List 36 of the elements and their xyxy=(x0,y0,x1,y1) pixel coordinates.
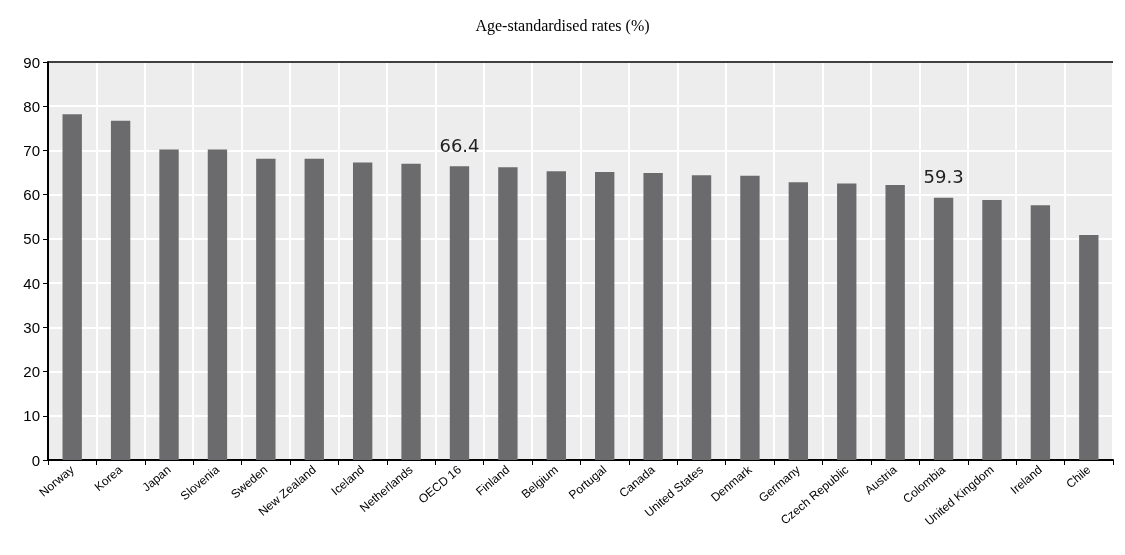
bar xyxy=(304,158,324,460)
bar xyxy=(1030,205,1051,460)
bar xyxy=(885,184,905,460)
bar xyxy=(1079,234,1099,460)
bar xyxy=(498,167,518,460)
y-tick-label: 30 xyxy=(23,318,40,336)
bar xyxy=(256,158,276,460)
bar xyxy=(643,173,663,460)
chart-title: Age-standardised rates (%) xyxy=(475,16,650,35)
y-tick-label: 40 xyxy=(23,274,40,292)
y-tick-label: 90 xyxy=(23,53,40,71)
bar xyxy=(982,199,1002,460)
y-tick-label: 60 xyxy=(23,186,40,204)
bar xyxy=(110,120,131,460)
x-tick-label: Chile xyxy=(1063,462,1094,491)
bar xyxy=(352,162,373,460)
y-tick-label: 20 xyxy=(23,363,40,381)
y-tick-label: 70 xyxy=(23,141,40,159)
bar xyxy=(595,172,615,460)
y-tick-label: 50 xyxy=(23,230,40,248)
bar xyxy=(449,166,470,460)
y-tick-label: 0 xyxy=(31,451,40,469)
data-label: 59.3 xyxy=(923,166,964,188)
bar xyxy=(62,114,82,460)
bar xyxy=(740,175,760,460)
data-label: 66.4 xyxy=(439,134,480,156)
bar xyxy=(691,175,712,460)
bar xyxy=(933,197,954,460)
y-tick-label: 80 xyxy=(23,97,40,115)
bar xyxy=(788,182,809,460)
bar xyxy=(546,171,566,460)
y-tick-label: 10 xyxy=(23,407,40,425)
bar xyxy=(837,183,857,460)
bar xyxy=(159,149,179,460)
bar xyxy=(207,149,228,460)
bar xyxy=(401,163,421,460)
